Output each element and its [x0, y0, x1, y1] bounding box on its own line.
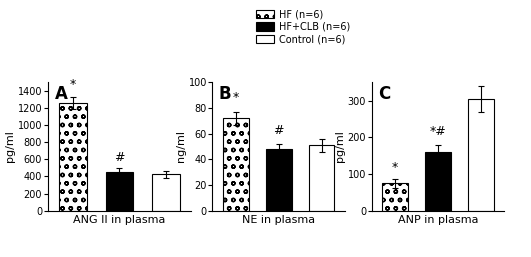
Bar — [59, 103, 87, 211]
Y-axis label: ng/ml: ng/ml — [176, 131, 186, 162]
X-axis label: ANP in plasma: ANP in plasma — [398, 215, 478, 225]
Text: A: A — [55, 85, 67, 103]
Text: *: * — [233, 91, 239, 104]
Text: B: B — [219, 85, 232, 103]
Bar — [309, 145, 335, 211]
Text: C: C — [378, 85, 390, 103]
Text: *: * — [392, 161, 398, 174]
Bar — [152, 174, 179, 211]
Text: *#: *# — [430, 125, 447, 138]
Bar — [468, 99, 494, 211]
Y-axis label: pg/ml: pg/ml — [335, 131, 345, 162]
Bar — [382, 183, 408, 211]
Bar — [266, 149, 292, 211]
Text: #: # — [273, 124, 284, 137]
Bar — [223, 118, 249, 211]
X-axis label: NE in plasma: NE in plasma — [242, 215, 315, 225]
X-axis label: ANG II in plasma: ANG II in plasma — [73, 215, 166, 225]
Text: *: * — [70, 78, 76, 91]
Bar — [425, 152, 451, 211]
Bar — [106, 172, 133, 211]
Legend: HF (n=6), HF+CLB (n=6), Control (n=6): HF (n=6), HF+CLB (n=6), Control (n=6) — [254, 7, 352, 46]
Y-axis label: pg/ml: pg/ml — [5, 131, 15, 162]
Text: #: # — [114, 151, 125, 164]
